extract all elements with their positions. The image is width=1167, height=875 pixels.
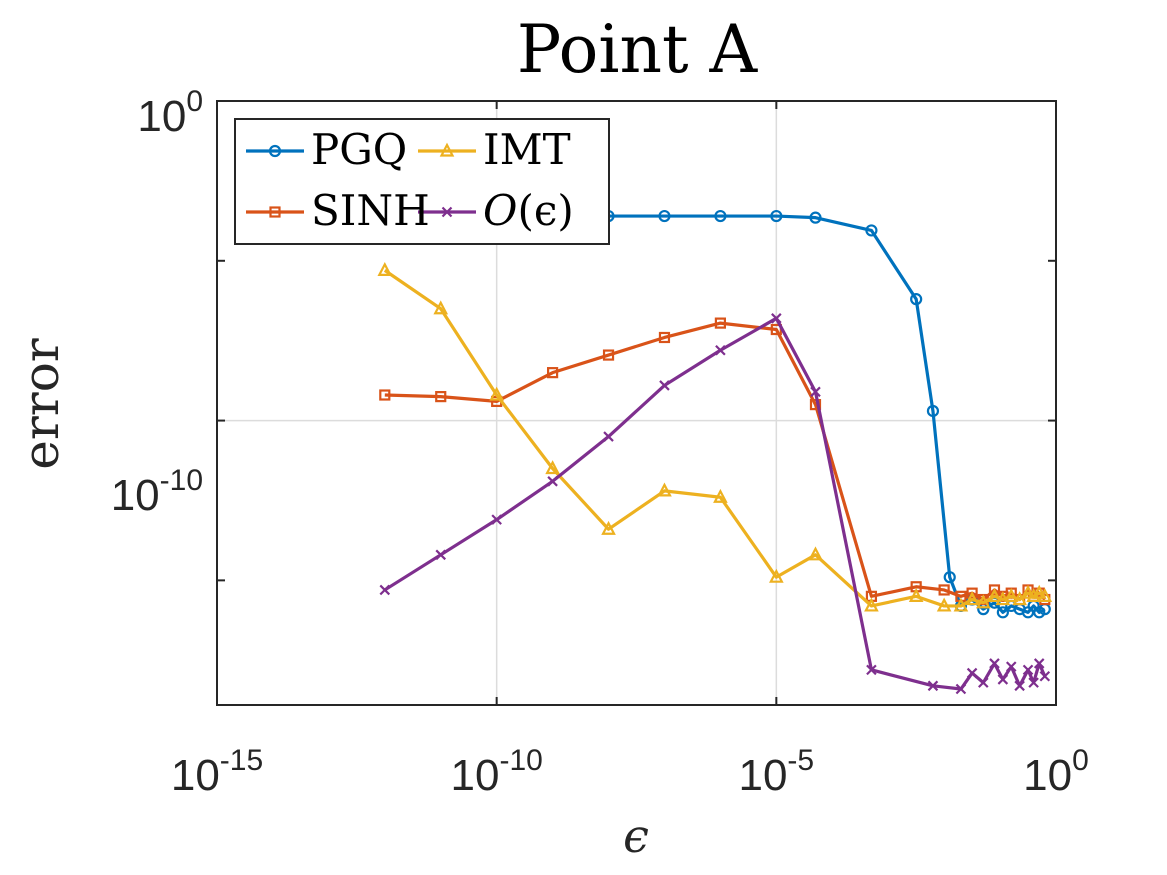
data-point (603, 431, 614, 442)
data-point (809, 211, 822, 224)
legend-label-pgq: PGQ (311, 125, 407, 174)
data-point (714, 317, 727, 329)
y-axis-label: error (12, 338, 70, 469)
data-point (955, 683, 967, 695)
x-tick-label-1e-5: 10-5 (738, 744, 814, 800)
data-point (1014, 680, 1025, 692)
series-imt (377, 262, 1053, 612)
plot-frame (216, 100, 1057, 706)
data-point (1026, 587, 1041, 602)
data-point (966, 587, 978, 599)
data-point (953, 597, 969, 612)
data-point (808, 546, 823, 561)
data-point (771, 313, 782, 324)
data-point (936, 597, 952, 612)
data-point (602, 349, 615, 361)
series-layer (377, 209, 1053, 695)
series-o (379, 313, 1051, 695)
data-point (546, 367, 559, 379)
data-point (1037, 587, 1053, 602)
data-point (433, 300, 449, 315)
chart-title: Point A (517, 11, 759, 88)
data-point (545, 460, 560, 475)
data-point (926, 404, 940, 418)
data-point (713, 488, 728, 503)
data-point (978, 677, 989, 688)
data-point (491, 514, 502, 525)
legend-label-sinh: SINH (311, 186, 430, 235)
data-point (908, 587, 924, 602)
data-point (809, 398, 822, 411)
data-point (865, 224, 878, 237)
legend-sample-marker (268, 144, 282, 158)
data-point (864, 597, 879, 612)
data-point (769, 568, 784, 583)
data-point (975, 594, 991, 609)
data-point (658, 331, 671, 344)
data-point (770, 209, 783, 223)
x-tick-label-1e-15: 10-15 (171, 744, 263, 800)
data-point (547, 476, 558, 487)
data-point (658, 209, 671, 223)
legend: PGQ IMT SINH O(ϵ) (234, 118, 610, 245)
data-point (966, 667, 978, 679)
x-axis-label: ϵ (623, 809, 649, 863)
data-point (1012, 591, 1027, 606)
legend-sample-marker (439, 142, 455, 157)
legend-label-o: O(ϵ) (483, 186, 574, 235)
data-point (379, 389, 391, 401)
data-point (1039, 670, 1051, 682)
data-point (988, 584, 1001, 596)
data-point (1031, 584, 1047, 599)
data-point (435, 549, 447, 561)
data-point (1003, 587, 1019, 602)
data-point (1028, 677, 1039, 688)
data-point (377, 262, 393, 276)
data-point (810, 386, 821, 398)
data-point (987, 587, 1002, 602)
series-line (383, 316, 1047, 691)
data-point (997, 674, 1009, 685)
legend-sample-marker (441, 206, 453, 218)
data-point (989, 658, 1000, 669)
legend-box (234, 118, 610, 245)
data-point (657, 482, 672, 497)
data-point (910, 293, 923, 306)
y-tick-label-1e-10: 10-10 (111, 464, 203, 520)
data-point (943, 571, 956, 584)
data-point (379, 584, 391, 596)
data-point (489, 386, 504, 401)
data-point (435, 391, 447, 403)
data-point (1022, 664, 1034, 676)
data-point (927, 680, 939, 692)
data-point (866, 664, 877, 676)
data-point (996, 606, 1009, 619)
legend-label-imt: IMT (483, 125, 571, 174)
x-tick-labels: 10-15 10-10 10-5 100 (171, 744, 1089, 800)
x-tick-label-1e0: 100 (1023, 744, 1089, 800)
data-point (1033, 658, 1045, 669)
data-point (659, 380, 670, 391)
data-point (601, 520, 616, 535)
data-point (714, 209, 727, 223)
x-tick-label-1e-10: 10-10 (451, 744, 543, 800)
data-point (1020, 584, 1036, 599)
data-point (715, 344, 726, 356)
legend-sample-marker (269, 206, 281, 218)
data-point (938, 584, 950, 596)
y-tick-labels: 100 10-10 (111, 85, 203, 520)
y-tick-label-1e0: 100 (137, 85, 203, 141)
data-point (1005, 661, 1017, 672)
data-point (964, 591, 980, 606)
